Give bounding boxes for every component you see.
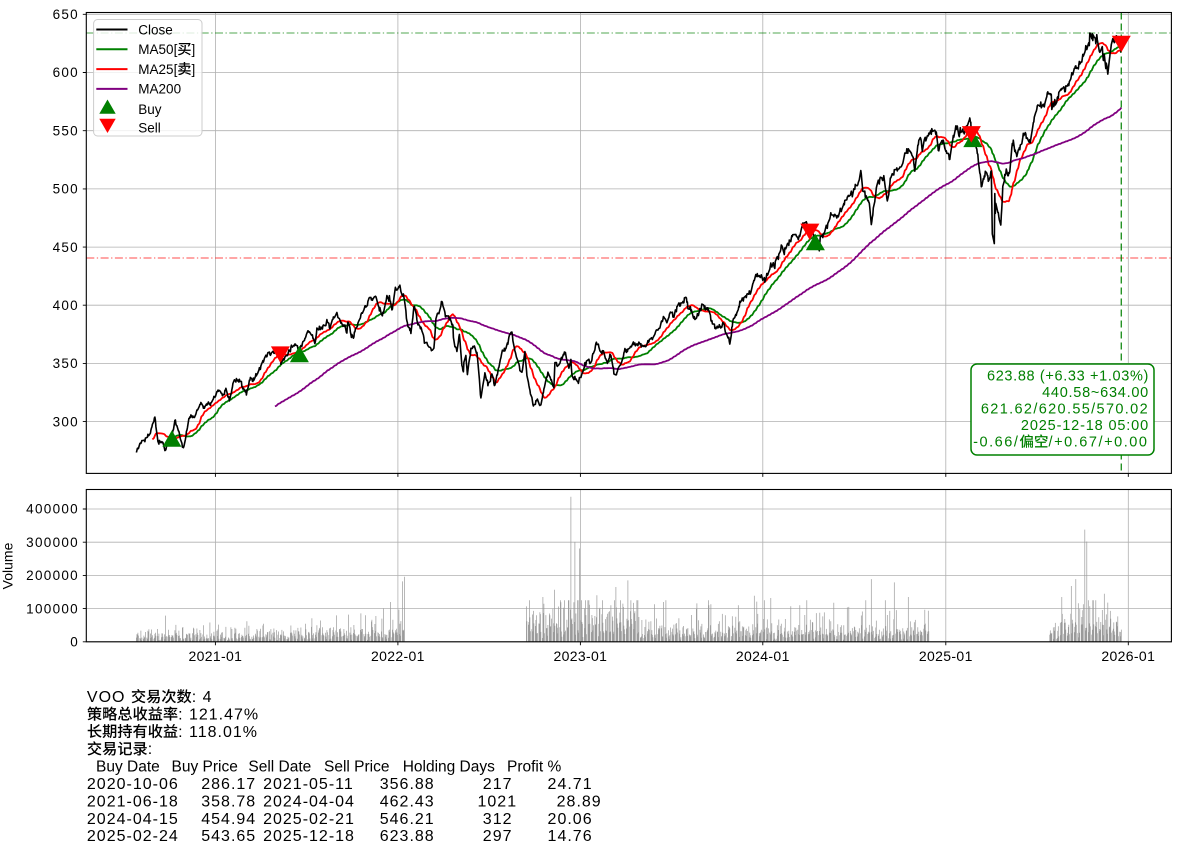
svg-text:650: 650 — [53, 7, 79, 22]
svg-text:621.62/620.55/570.02: 621.62/620.55/570.02 — [981, 402, 1149, 418]
svg-text:600: 600 — [53, 65, 79, 80]
svg-text:MA50[: MA50[ — [138, 42, 177, 57]
svg-text:VOO: VOO — [87, 689, 126, 706]
svg-text:: 121.47%: : 121.47% — [178, 706, 259, 723]
svg-text:454.94: 454.94 — [201, 811, 256, 828]
svg-text:2024-04-04: 2024-04-04 — [263, 793, 355, 810]
svg-text:2025-02-21: 2025-02-21 — [263, 811, 355, 828]
svg-text:286.17: 286.17 — [201, 776, 256, 793]
svg-text:/+0.67/+0.00: /+0.67/+0.00 — [1049, 435, 1149, 451]
svg-text:2021-01: 2021-01 — [188, 648, 242, 664]
svg-text:462.43: 462.43 — [380, 793, 435, 810]
svg-text:MA25[: MA25[ — [138, 62, 177, 77]
svg-text:358.78: 358.78 — [201, 793, 256, 810]
svg-text:14.76: 14.76 — [548, 828, 593, 845]
svg-text:450: 450 — [53, 240, 79, 255]
svg-text:-0.66/: -0.66/ — [973, 435, 1019, 451]
svg-text:2025-12-18 05:00: 2025-12-18 05:00 — [1021, 418, 1149, 434]
svg-text:2025-12-18: 2025-12-18 — [263, 828, 355, 845]
svg-text:623.88: 623.88 — [380, 828, 435, 845]
svg-text:2024-01: 2024-01 — [736, 648, 790, 664]
svg-text:Close: Close — [138, 22, 173, 37]
svg-text:400000: 400000 — [26, 502, 79, 517]
svg-text:0: 0 — [70, 635, 79, 650]
svg-text:2021-06-18: 2021-06-18 — [87, 793, 179, 810]
svg-text:300: 300 — [53, 414, 79, 429]
svg-text:546.21: 546.21 — [380, 811, 435, 828]
svg-text:2026-01: 2026-01 — [1101, 648, 1155, 664]
svg-text:200000: 200000 — [26, 568, 79, 583]
svg-text:Buy Price: Buy Price — [172, 759, 238, 776]
svg-text:Volume: Volume — [0, 542, 16, 589]
svg-text:Buy: Buy — [138, 102, 162, 117]
svg-text:623.88 (+6.33 +1.03%): 623.88 (+6.33 +1.03%) — [987, 368, 1149, 384]
svg-text:Sell Price: Sell Price — [324, 759, 389, 776]
svg-text:Holding Days: Holding Days — [403, 759, 495, 776]
svg-text:2021-05-11: 2021-05-11 — [263, 776, 354, 793]
svg-text:356.88: 356.88 — [380, 776, 435, 793]
svg-text:20.06: 20.06 — [548, 811, 593, 828]
svg-text:2022-01: 2022-01 — [371, 648, 425, 664]
svg-text:]: ] — [192, 42, 196, 57]
svg-text:]: ] — [192, 62, 196, 77]
svg-text:500: 500 — [53, 182, 79, 197]
svg-text:MA200: MA200 — [138, 82, 181, 97]
svg-text:Sell Date: Sell Date — [248, 759, 311, 776]
svg-text:Profit %: Profit % — [507, 759, 561, 776]
svg-text:2025-01: 2025-01 — [919, 648, 973, 664]
svg-text:350: 350 — [53, 356, 79, 371]
svg-text:1021: 1021 — [478, 793, 518, 810]
svg-text:24.71: 24.71 — [548, 776, 593, 793]
svg-text:2024-04-15: 2024-04-15 — [87, 811, 179, 828]
svg-text:297: 297 — [483, 828, 513, 845]
svg-text:300000: 300000 — [26, 535, 79, 550]
svg-text:550: 550 — [53, 123, 79, 138]
svg-text:: 118.01%: : 118.01% — [178, 724, 258, 741]
svg-text:543.65: 543.65 — [201, 828, 256, 845]
svg-text:Buy Date: Buy Date — [96, 759, 160, 776]
svg-text:2025-02-24: 2025-02-24 — [87, 828, 179, 845]
svg-text:217: 217 — [483, 776, 513, 793]
svg-text:440.58~634.00: 440.58~634.00 — [1042, 385, 1149, 401]
svg-text:: 4: : 4 — [192, 689, 213, 706]
svg-text:312: 312 — [483, 811, 513, 828]
svg-text:28.89: 28.89 — [557, 793, 602, 810]
svg-text:100000: 100000 — [26, 601, 79, 616]
svg-text:2020-10-06: 2020-10-06 — [87, 776, 179, 793]
svg-text:400: 400 — [53, 298, 79, 313]
svg-text:Sell: Sell — [138, 120, 161, 135]
svg-text:2023-01: 2023-01 — [553, 648, 607, 664]
svg-text::: : — [148, 741, 153, 758]
